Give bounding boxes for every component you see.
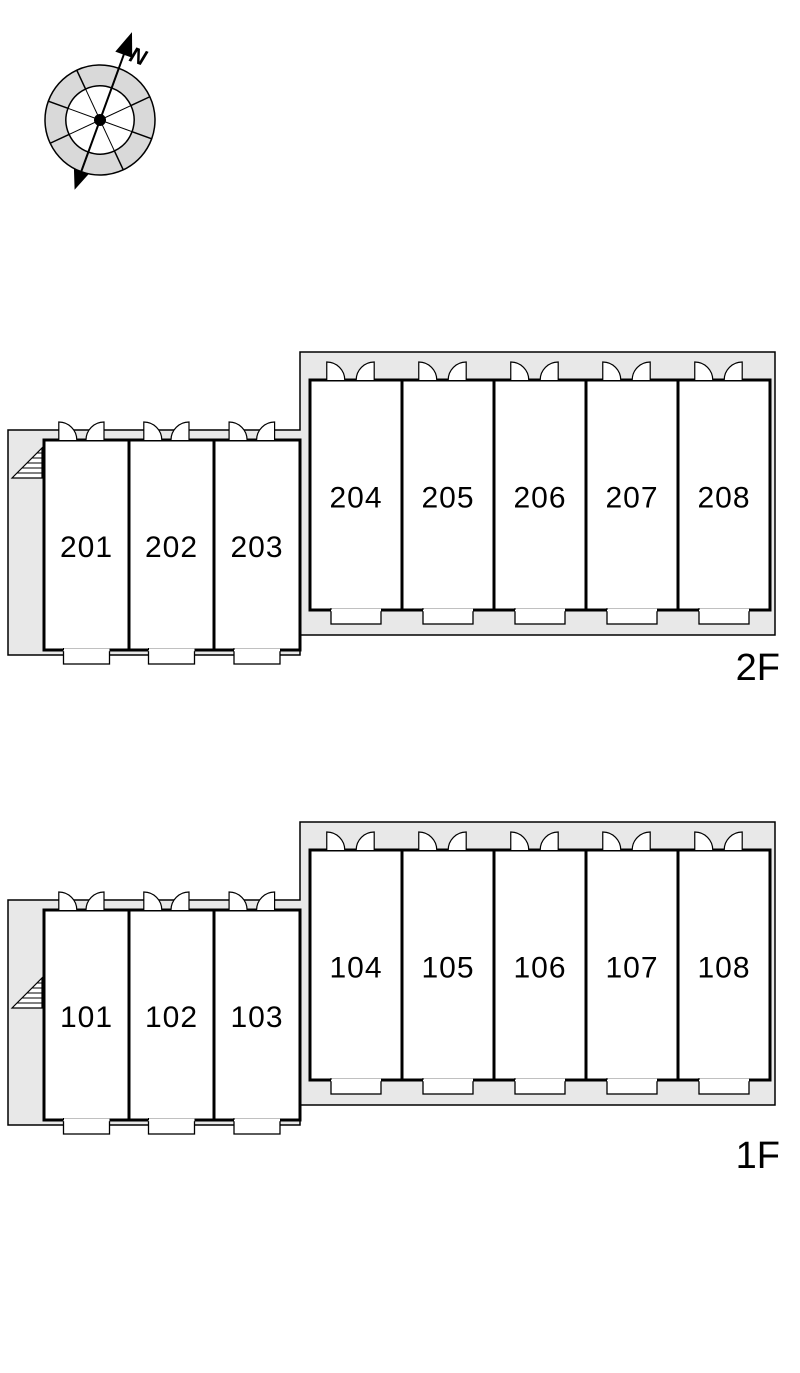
- unit-label: 205: [421, 482, 474, 515]
- unit-label: 201: [60, 531, 113, 564]
- unit-label: 101: [60, 1001, 113, 1034]
- unit-label: 107: [605, 952, 658, 985]
- door-icon: [86, 422, 104, 440]
- balcony-icon: [423, 610, 473, 624]
- unit-label: 104: [329, 952, 382, 985]
- unit-label: 106: [513, 952, 566, 985]
- balcony-icon: [331, 610, 381, 624]
- unit-label: 207: [605, 482, 658, 515]
- unit-label: 202: [145, 531, 198, 564]
- balcony-icon: [515, 1080, 565, 1094]
- unit-label: 102: [145, 1001, 198, 1034]
- balcony-icon: [331, 1080, 381, 1094]
- door-icon: [59, 892, 77, 910]
- door-icon: [171, 422, 189, 440]
- balcony-icon: [149, 650, 195, 664]
- balcony-icon: [515, 610, 565, 624]
- unit-group: 201 202 203: [44, 422, 300, 664]
- unit-group: 204 205 206 207 208: [310, 362, 770, 624]
- floor-label: 1F: [736, 1135, 780, 1177]
- door-icon: [144, 892, 162, 910]
- door-icon: [59, 422, 77, 440]
- balcony-icon: [607, 610, 657, 624]
- door-icon: [257, 422, 275, 440]
- balcony-icon: [64, 650, 110, 664]
- compass-icon: N: [23, 13, 184, 208]
- balcony-icon: [149, 1120, 195, 1134]
- unit-label: 105: [421, 952, 474, 985]
- unit-label: 108: [697, 952, 750, 985]
- balcony-icon: [607, 1080, 657, 1094]
- door-icon: [86, 892, 104, 910]
- floor-label: 2F: [736, 647, 780, 689]
- unit-label: 208: [697, 482, 750, 515]
- unit-group: 101 102 103: [44, 892, 300, 1134]
- door-icon: [229, 892, 247, 910]
- unit-label: 103: [230, 1001, 283, 1034]
- balcony-icon: [64, 1120, 110, 1134]
- door-icon: [144, 422, 162, 440]
- door-icon: [171, 892, 189, 910]
- unit-label: 203: [230, 531, 283, 564]
- balcony-icon: [234, 1120, 280, 1134]
- unit-label: 204: [329, 482, 382, 515]
- door-icon: [257, 892, 275, 910]
- balcony-icon: [234, 650, 280, 664]
- unit-label: 206: [513, 482, 566, 515]
- door-icon: [229, 422, 247, 440]
- balcony-icon: [423, 1080, 473, 1094]
- floor-plan-svg: N2012022032042052062072082F1011021031041…: [0, 0, 800, 1373]
- balcony-icon: [699, 1080, 749, 1094]
- balcony-icon: [699, 610, 749, 624]
- unit-group: 104 105 106 107 108: [310, 832, 770, 1094]
